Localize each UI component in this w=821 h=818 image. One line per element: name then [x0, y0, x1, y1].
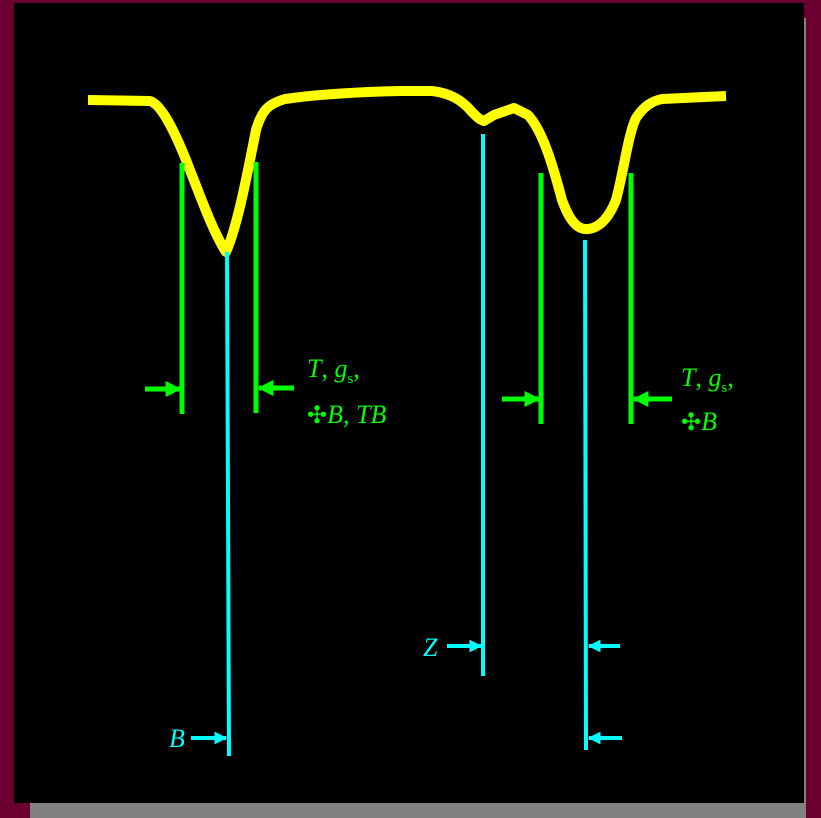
line-profile-curve: [87, 86, 727, 257]
right-width-label-line2: ✣B: [681, 407, 717, 436]
z-label: Z: [423, 633, 438, 662]
clover-symbol-icon: ✣: [681, 410, 701, 436]
right-width-label-line1: T, gs,: [681, 363, 734, 396]
left-width-label-line2: ✣B, TB: [307, 400, 386, 429]
diagram-panel: [14, 3, 804, 803]
right-center-line: [583, 239, 588, 751]
clover-symbol-icon: ✣: [307, 403, 327, 429]
b-position-line: [225, 251, 231, 757]
left-width-label-line1: T, gs,: [307, 354, 360, 387]
b-label: B: [169, 724, 185, 753]
